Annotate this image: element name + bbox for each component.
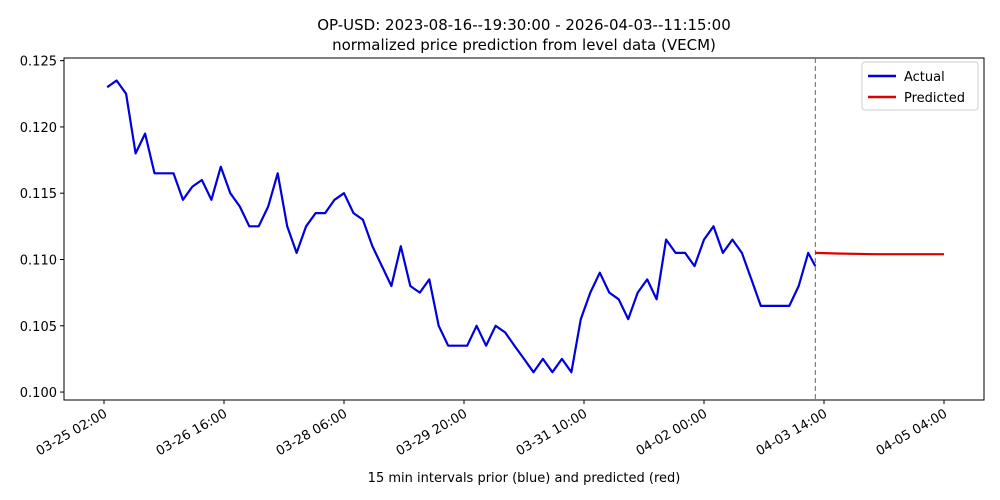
legend-label: Actual	[904, 70, 945, 85]
x-tick-label: 03-26 16:00	[154, 406, 230, 459]
y-tick-label: 0.105	[20, 320, 57, 335]
x-tick-label: 03-29 20:00	[394, 406, 470, 459]
x-tick-label: 03-31 10:00	[514, 406, 590, 459]
x-tick-label: 04-02 00:00	[634, 406, 710, 459]
plot-area	[63, 57, 985, 401]
series-line	[815, 251, 944, 256]
series-line	[106, 79, 817, 374]
x-tick-label: 04-03 14:00	[754, 406, 830, 459]
chart-subtitle: normalized price prediction from level d…	[332, 36, 716, 54]
chart-title: OP-USD: 2023-08-16--19:30:00 - 2026-04-0…	[317, 16, 731, 34]
x-axis-label: 15 min intervals prior (blue) and predic…	[368, 471, 681, 486]
y-tick-label: 0.100	[20, 386, 57, 401]
y-tick-label: 0.110	[20, 253, 57, 268]
x-tick-label: 04-05 04:00	[874, 406, 950, 459]
y-tick-label: 0.115	[20, 187, 57, 202]
legend-label: Predicted	[904, 91, 965, 106]
x-tick-label: 03-25 02:00	[34, 406, 110, 459]
y-tick-label: 0.125	[20, 55, 57, 70]
y-tick-label: 0.120	[20, 121, 57, 136]
x-tick-label: 03-28 06:00	[274, 406, 350, 459]
